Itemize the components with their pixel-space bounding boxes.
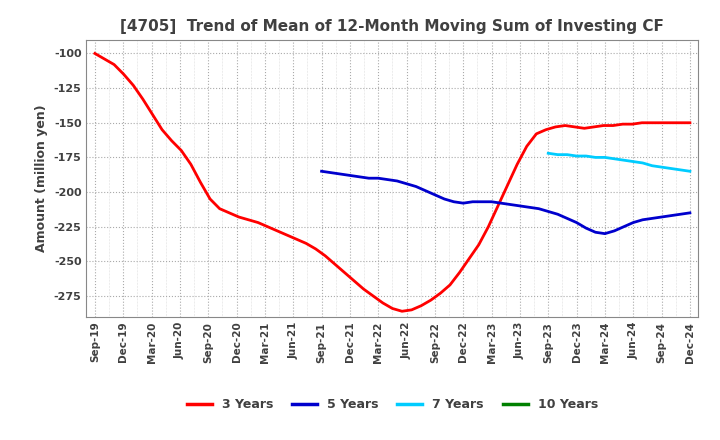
Legend: 3 Years, 5 Years, 7 Years, 10 Years: 3 Years, 5 Years, 7 Years, 10 Years [182, 393, 603, 416]
Y-axis label: Amount (million yen): Amount (million yen) [35, 104, 48, 252]
Title: [4705]  Trend of Mean of 12-Month Moving Sum of Investing CF: [4705] Trend of Mean of 12-Month Moving … [120, 19, 665, 34]
